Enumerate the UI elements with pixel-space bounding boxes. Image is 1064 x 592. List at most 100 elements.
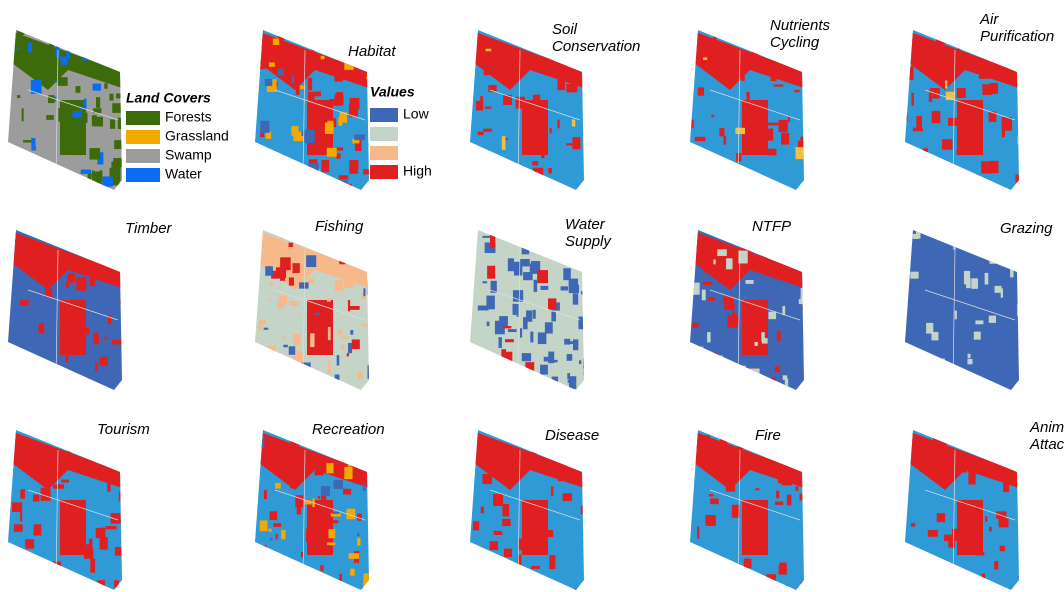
map-patch	[289, 277, 294, 285]
map-patch	[29, 265, 32, 271]
map-patch	[932, 164, 938, 178]
map-patch	[61, 125, 64, 138]
map-patch	[567, 354, 573, 361]
map-patch	[579, 360, 581, 364]
map-patch	[486, 296, 494, 310]
map-patch	[341, 337, 350, 339]
map-patch	[73, 111, 82, 117]
map-patch	[739, 366, 746, 379]
map-patch	[755, 342, 758, 346]
map	[690, 430, 810, 592]
map-patch	[297, 502, 302, 514]
map-patch	[502, 136, 506, 150]
panel-title: Tourism	[97, 421, 150, 438]
map-patch	[552, 360, 558, 362]
map-patch	[335, 280, 343, 291]
map-patch	[363, 483, 366, 491]
map-patch	[768, 312, 776, 320]
map-patch	[334, 480, 343, 489]
map-patch	[581, 463, 588, 465]
map-patch	[975, 552, 984, 555]
map-patch	[551, 312, 556, 322]
map-patch	[484, 65, 489, 75]
map-patch	[699, 46, 701, 55]
map-patch	[953, 244, 955, 250]
map-patch	[724, 303, 734, 310]
map-patch	[472, 162, 482, 173]
map-patch	[264, 328, 269, 330]
map-patch	[583, 106, 587, 114]
map-patch	[751, 381, 762, 383]
map-patch	[82, 52, 88, 61]
map-patch	[905, 113, 907, 121]
map-patch	[503, 95, 512, 105]
map-patch	[761, 249, 767, 260]
map-patch	[493, 494, 503, 506]
map-patch	[717, 249, 726, 256]
map-patch	[348, 260, 359, 267]
map-patch	[911, 523, 915, 526]
map-patch	[81, 113, 88, 123]
map-patch	[89, 538, 93, 550]
map-patch	[572, 119, 575, 126]
map-patch	[115, 547, 121, 556]
map-patch	[25, 384, 28, 396]
map-patch	[720, 435, 727, 447]
map-patch	[1005, 253, 1014, 259]
map-patch	[259, 58, 268, 69]
map-patch	[288, 243, 293, 247]
map-patch	[350, 569, 355, 576]
map-patch	[691, 65, 693, 72]
map-patch	[296, 85, 300, 95]
map-patch	[575, 589, 577, 592]
map-patch	[972, 442, 978, 448]
map-patch	[69, 518, 74, 523]
map-patch	[339, 175, 349, 179]
map-patch	[109, 253, 115, 265]
map-patch	[344, 467, 352, 479]
map-patch	[367, 281, 375, 295]
map-patch	[299, 282, 308, 288]
map-patch	[65, 378, 73, 390]
map-patch	[913, 440, 923, 451]
map-patch	[747, 244, 753, 248]
map-patch	[293, 263, 300, 273]
map-patch	[693, 347, 704, 351]
map-patch	[703, 255, 706, 259]
map-patch	[501, 349, 506, 359]
map-patch	[343, 489, 351, 495]
map-patch	[931, 474, 941, 476]
map-patch	[985, 516, 987, 521]
map-patch	[335, 76, 343, 82]
map-patch	[28, 570, 38, 574]
map-patch	[481, 380, 489, 386]
map-patch	[65, 351, 68, 363]
map-patch	[729, 63, 737, 66]
map-patch	[979, 75, 990, 79]
map-patch	[101, 388, 108, 397]
map-patch	[544, 380, 553, 390]
map-patch	[17, 47, 20, 49]
map-patch	[509, 459, 514, 465]
map-patch	[335, 375, 340, 381]
map-patch	[531, 566, 540, 569]
map-patch	[1002, 467, 1006, 475]
map-patch	[324, 449, 334, 455]
map-patch	[703, 449, 708, 456]
map-patch	[268, 529, 271, 532]
map-patch	[485, 107, 492, 109]
map-patch	[788, 116, 790, 122]
map-patch	[260, 347, 271, 361]
map-patch	[368, 284, 371, 292]
map-patch	[974, 332, 981, 340]
map-patch	[346, 587, 349, 592]
map-patch	[990, 46, 998, 58]
map-patch	[67, 50, 71, 59]
map-patch	[352, 339, 360, 349]
map	[470, 230, 590, 396]
map-patch	[734, 318, 739, 324]
map-patch	[93, 84, 102, 91]
map-patch	[975, 320, 983, 324]
map-patch	[81, 233, 88, 238]
map-patch	[981, 436, 984, 440]
